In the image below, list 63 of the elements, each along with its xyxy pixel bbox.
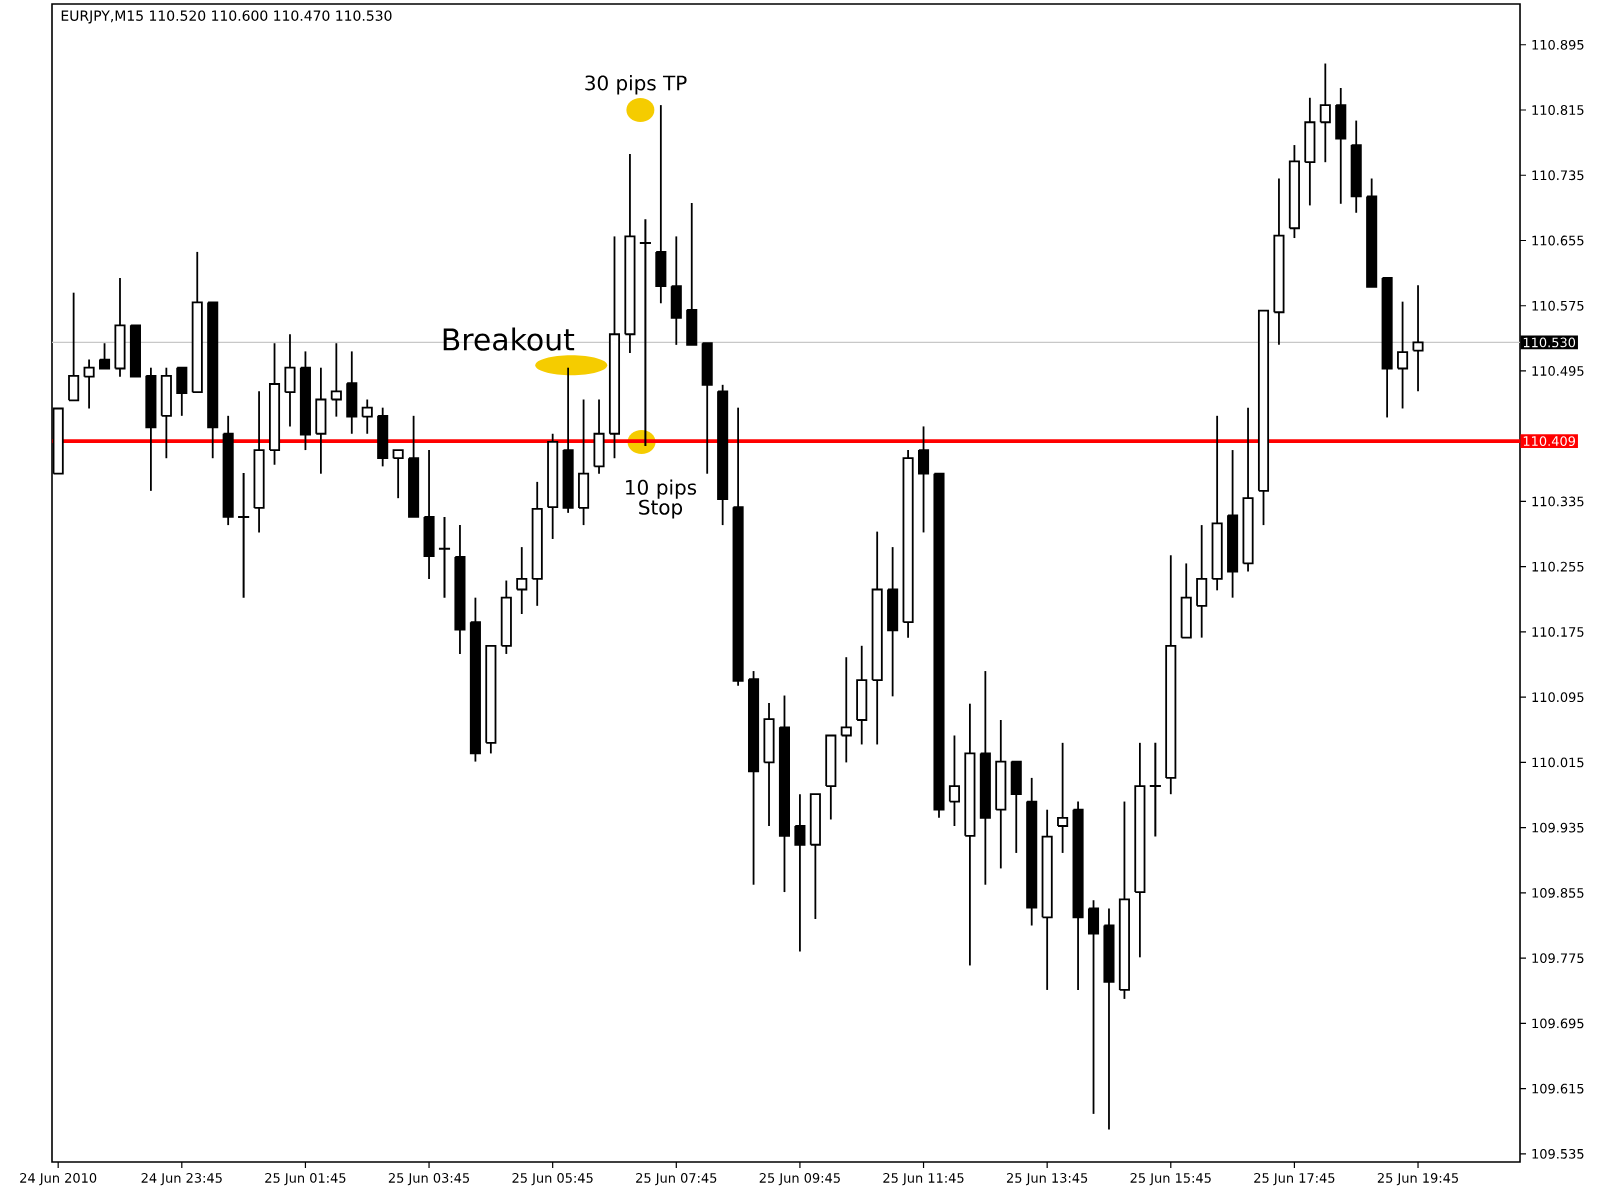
candlestick bbox=[763, 701, 775, 827]
candlestick bbox=[608, 235, 621, 460]
candlestick bbox=[871, 530, 883, 746]
candlestick bbox=[377, 406, 389, 468]
candlestick bbox=[423, 449, 435, 580]
candlestick bbox=[918, 425, 930, 534]
candlestick bbox=[670, 235, 682, 346]
candlestick bbox=[794, 793, 806, 953]
candlestick bbox=[1165, 554, 1177, 796]
candlestick bbox=[1134, 741, 1146, 959]
candlestick bbox=[315, 366, 327, 475]
candlestick bbox=[902, 449, 914, 639]
candlestick bbox=[1057, 741, 1069, 854]
candlestick bbox=[732, 406, 744, 687]
candlestick bbox=[1196, 524, 1208, 639]
candlestick bbox=[1227, 449, 1239, 599]
candlestick bbox=[500, 579, 512, 655]
candlestick bbox=[284, 333, 296, 428]
candlestick bbox=[361, 398, 373, 435]
candlestick bbox=[979, 670, 991, 886]
candlestick bbox=[83, 358, 95, 410]
candlestick bbox=[1026, 777, 1038, 927]
candlestick bbox=[145, 366, 157, 492]
candlestick bbox=[531, 480, 543, 607]
candlestick bbox=[1242, 406, 1254, 573]
candlestick bbox=[638, 218, 652, 447]
candlestick bbox=[1412, 284, 1424, 393]
candlestick bbox=[437, 515, 452, 599]
candlestick bbox=[454, 524, 466, 655]
candlestick bbox=[624, 153, 636, 354]
candlestick bbox=[995, 719, 1007, 870]
candlestick bbox=[222, 414, 234, 526]
candlestick bbox=[1273, 177, 1285, 346]
candlestick bbox=[562, 366, 574, 514]
candlestick bbox=[114, 277, 126, 378]
candlestick bbox=[964, 702, 976, 967]
candlestick bbox=[655, 104, 667, 305]
candlestick bbox=[778, 694, 790, 893]
candlestick bbox=[1148, 741, 1162, 838]
candlestick bbox=[948, 734, 960, 827]
candlestick bbox=[330, 342, 342, 418]
candlestick bbox=[1397, 300, 1409, 410]
candlestick bbox=[547, 432, 559, 540]
candlestick bbox=[593, 398, 605, 475]
candlestick bbox=[237, 471, 251, 599]
candlestick bbox=[1319, 62, 1331, 164]
candlestick bbox=[346, 350, 358, 435]
candlestick bbox=[1103, 907, 1115, 1131]
annotation: Breakout bbox=[443, 327, 575, 351]
candlestick bbox=[840, 656, 852, 764]
annotation: 30 pips TP bbox=[585, 75, 687, 95]
candlestick bbox=[856, 644, 868, 746]
candlestick bbox=[253, 390, 265, 534]
candlestick bbox=[1335, 87, 1347, 205]
candlestick bbox=[1072, 800, 1084, 991]
candlestick bbox=[516, 546, 528, 615]
annotation: 10 pips Stop bbox=[626, 479, 697, 519]
candlestick bbox=[1304, 96, 1316, 207]
candlestick bbox=[1211, 414, 1223, 592]
candlestick bbox=[1350, 119, 1362, 214]
candlestick bbox=[160, 366, 172, 460]
candlestick bbox=[887, 546, 899, 698]
candlestick bbox=[1041, 808, 1053, 991]
